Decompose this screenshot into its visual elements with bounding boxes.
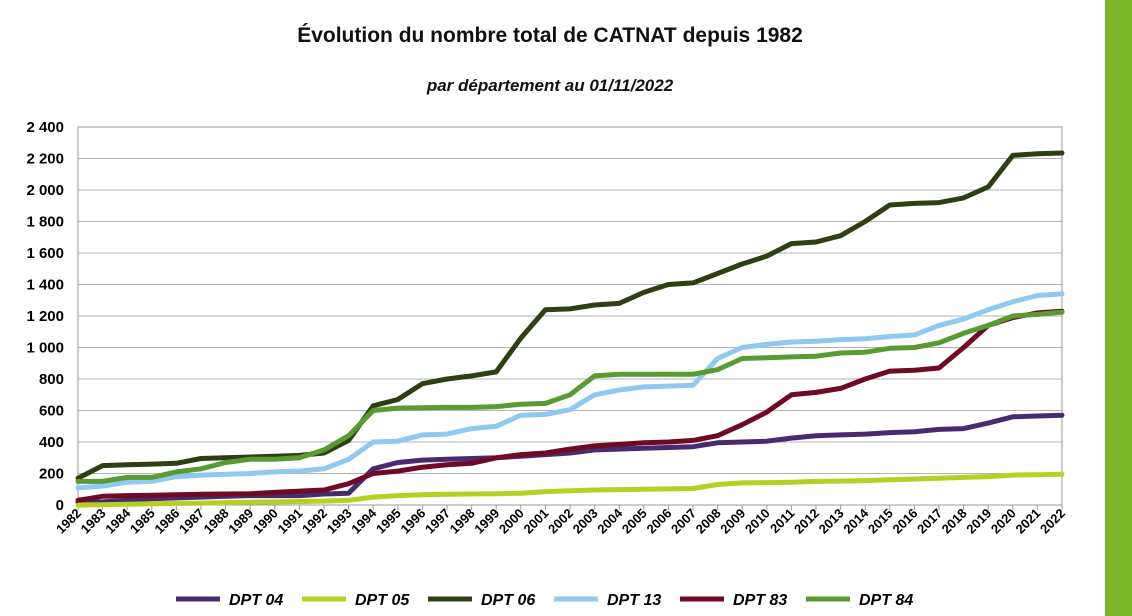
x-tick-label: 2009	[717, 506, 748, 537]
x-tick-label: 1998	[447, 506, 478, 537]
x-tick-label: 2007	[668, 506, 699, 537]
x-tick-labels: 1982198319841985198619871988198919901991…	[53, 505, 1068, 537]
legend: DPT 04 DPT 05 DPT 06 DPT 13 DPT 83 DPT 84	[176, 592, 913, 609]
y-tick-label: 2 400	[26, 119, 64, 136]
x-tick-label: 2014	[840, 505, 872, 537]
chart-title: Évolution du nombre total de CATNAT depu…	[297, 24, 803, 47]
series-line-dpt-05	[75, 471, 1065, 508]
x-tick-label: 2015	[865, 506, 896, 537]
x-tick-label: 1999	[471, 506, 502, 537]
x-tick-label: 2022	[1037, 506, 1068, 537]
x-tick-label: 2016	[889, 506, 920, 537]
x-tick-label: 1987	[176, 506, 207, 537]
x-tick-label: 1997	[422, 506, 453, 537]
y-tick-label: 1 200	[26, 308, 64, 325]
x-tick-label: 2001	[520, 506, 551, 537]
y-tick-label: 400	[39, 434, 64, 451]
legend-label: DPT 05	[355, 592, 410, 609]
x-tick-label: 1986	[151, 506, 182, 537]
x-tick-label: 2020	[988, 506, 1019, 537]
x-tick-label: 1994	[348, 505, 380, 537]
series-line-dpt-06	[75, 150, 1065, 481]
chart-subtitle: par département au 01/11/2022	[426, 76, 674, 95]
y-tick-label: 1 600	[26, 245, 64, 262]
y-tick-label: 0	[56, 497, 64, 514]
x-tick-label: 2021	[1012, 506, 1043, 537]
x-tick-label: 2018	[939, 506, 970, 537]
x-tick-label: 2006	[643, 506, 674, 537]
x-tick-label: 1988	[201, 506, 232, 537]
line-chart: 0 200 400 600 800 1 000 1 200 1 400 1 600 1 800 2 …	[26, 119, 1068, 609]
series-line-dpt-13	[75, 291, 1065, 491]
x-tick-label: 2017	[914, 506, 945, 537]
legend-label: DPT 06	[481, 592, 535, 609]
y-tick-label: 2 000	[26, 182, 64, 199]
x-tick-label: 1983	[78, 506, 109, 537]
y-tick-label: 1 800	[26, 214, 64, 231]
series-lines	[75, 150, 1065, 508]
y-tick-label: 800	[39, 371, 64, 388]
axes	[77, 126, 1063, 510]
x-tick-label: 2008	[693, 506, 724, 537]
y-tick-label: 2 200	[26, 151, 64, 168]
x-tick-label: 2013	[816, 506, 847, 537]
sidebar-strip	[1105, 0, 1132, 616]
x-tick-label: 1995	[373, 506, 404, 537]
x-tick-label: 2012	[791, 506, 822, 537]
x-tick-label: 1993	[324, 506, 355, 537]
x-tick-label: 2003	[570, 506, 601, 537]
x-tick-label: 1992	[299, 506, 330, 537]
y-tick-label: 600	[39, 403, 64, 420]
x-tick-label: 1985	[127, 506, 158, 537]
legend-label: DPT 04	[229, 592, 283, 609]
x-tick-label: 2011	[767, 506, 798, 537]
x-tick-label: 1990	[250, 506, 281, 537]
x-tick-label: 1991	[274, 506, 305, 537]
series-line-dpt-84	[75, 309, 1065, 484]
y-tick-label: 1 400	[26, 277, 64, 294]
x-tick-label: 2010	[742, 506, 773, 537]
y-tick-label: 1 000	[26, 340, 64, 357]
legend-label: DPT 83	[733, 592, 787, 609]
y-tick-label: 200	[39, 466, 64, 483]
x-tick-label: 2002	[545, 506, 576, 537]
y-tick-labels: 0 200 400 600 800 1 000 1 200 1 400 1 600 1 800 2 …	[26, 119, 64, 514]
x-tick-label: 1984	[102, 505, 134, 537]
x-tick-label: 1989	[225, 506, 256, 537]
legend-label: DPT 13	[607, 592, 661, 609]
series-line-dpt-83	[75, 308, 1065, 503]
x-tick-label: 2004	[594, 505, 626, 537]
legend-label: DPT 84	[859, 592, 913, 609]
x-tick-label: 1996	[397, 506, 428, 537]
x-tick-label: 2019	[963, 506, 994, 537]
x-tick-label: 2005	[619, 506, 650, 537]
x-tick-label: 2000	[496, 506, 527, 537]
